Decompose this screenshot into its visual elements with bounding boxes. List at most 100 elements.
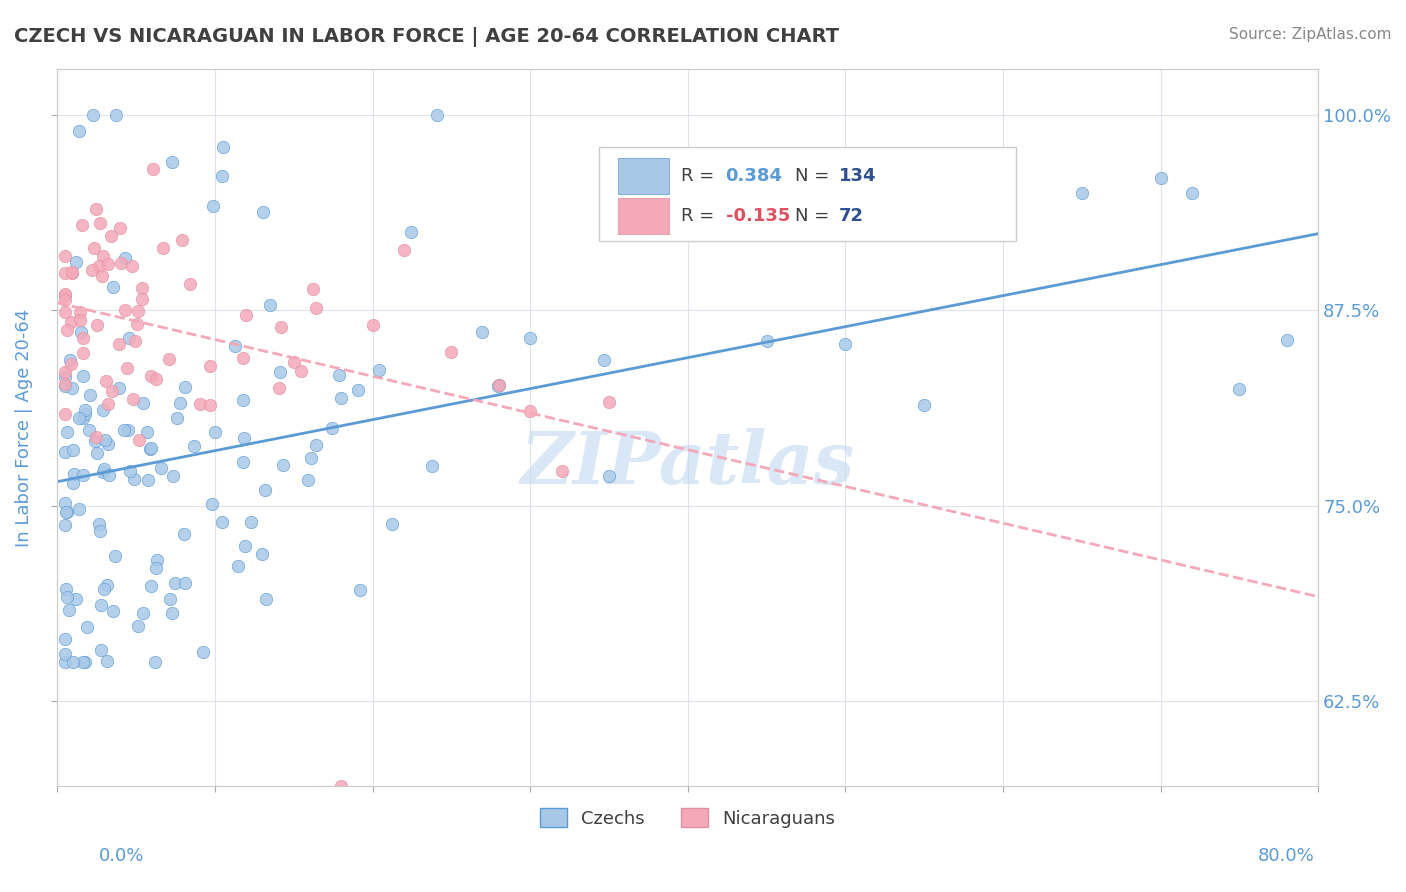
Point bbox=[420, 459, 443, 474]
Point bbox=[254, 591, 277, 606]
Point bbox=[89, 524, 111, 539]
Point bbox=[283, 355, 305, 369]
Point bbox=[75, 402, 97, 417]
Point bbox=[55, 407, 77, 421]
Point bbox=[550, 464, 572, 478]
Point bbox=[90, 643, 112, 657]
Point bbox=[62, 467, 84, 481]
Point bbox=[131, 281, 153, 295]
Point bbox=[67, 124, 90, 138]
Point bbox=[321, 420, 343, 434]
Point bbox=[471, 326, 494, 340]
Point bbox=[1070, 186, 1092, 201]
Point bbox=[117, 331, 139, 345]
Point bbox=[84, 434, 107, 448]
Point bbox=[250, 547, 273, 561]
Point bbox=[59, 315, 82, 329]
Point bbox=[101, 280, 124, 294]
Point bbox=[232, 393, 254, 408]
Point bbox=[145, 561, 167, 575]
Point bbox=[105, 108, 128, 122]
Point bbox=[87, 517, 110, 532]
Point bbox=[592, 353, 614, 368]
Point bbox=[96, 654, 118, 668]
Point bbox=[69, 411, 91, 425]
Point bbox=[211, 169, 233, 183]
Point bbox=[392, 243, 415, 257]
Point bbox=[139, 441, 162, 455]
Point bbox=[174, 379, 197, 393]
Point bbox=[97, 257, 120, 271]
Point bbox=[235, 539, 257, 553]
Text: ZIPatlas: ZIPatlas bbox=[520, 428, 855, 499]
Point bbox=[53, 370, 76, 384]
Point bbox=[100, 228, 122, 243]
Point bbox=[349, 582, 371, 597]
Point bbox=[162, 155, 184, 169]
Point bbox=[53, 655, 76, 669]
Point bbox=[240, 515, 263, 529]
Point bbox=[114, 303, 136, 318]
Point bbox=[84, 202, 107, 216]
Point bbox=[330, 391, 353, 405]
Point bbox=[60, 266, 83, 280]
Point bbox=[269, 365, 291, 379]
Point bbox=[77, 423, 100, 437]
Point bbox=[60, 265, 83, 279]
Point bbox=[114, 251, 136, 265]
Point bbox=[55, 505, 77, 519]
Point bbox=[65, 255, 87, 269]
Point bbox=[127, 618, 149, 632]
Point bbox=[1149, 170, 1171, 185]
Point bbox=[598, 469, 620, 483]
Point bbox=[56, 323, 79, 337]
Point bbox=[121, 259, 143, 273]
Point bbox=[139, 579, 162, 593]
Point bbox=[138, 473, 160, 487]
Point bbox=[87, 259, 110, 273]
Point bbox=[160, 606, 183, 620]
Point bbox=[165, 575, 187, 590]
Point bbox=[73, 407, 96, 421]
Point bbox=[56, 505, 79, 519]
Point bbox=[53, 365, 76, 379]
Point bbox=[226, 559, 249, 574]
Point bbox=[486, 379, 509, 393]
Point bbox=[232, 455, 254, 469]
Point bbox=[79, 388, 101, 402]
Point bbox=[93, 582, 115, 596]
Point bbox=[89, 216, 111, 230]
Text: 0.384: 0.384 bbox=[725, 167, 783, 186]
Text: -0.135: -0.135 bbox=[725, 207, 790, 225]
Point bbox=[120, 464, 142, 478]
Point bbox=[440, 344, 463, 359]
Point bbox=[254, 483, 277, 498]
Point bbox=[93, 462, 115, 476]
Point bbox=[212, 139, 235, 153]
Point bbox=[53, 632, 76, 647]
Point bbox=[598, 394, 620, 409]
Point bbox=[53, 266, 76, 280]
Point bbox=[53, 495, 76, 509]
Point bbox=[53, 293, 76, 308]
Point bbox=[135, 425, 157, 439]
Point bbox=[70, 218, 93, 232]
Point bbox=[121, 392, 143, 407]
Text: 134: 134 bbox=[839, 167, 876, 186]
Point bbox=[142, 162, 165, 177]
Legend: Czechs, Nicaraguans: Czechs, Nicaraguans bbox=[533, 801, 842, 835]
Point bbox=[72, 655, 94, 669]
Point bbox=[53, 288, 76, 302]
Point bbox=[53, 648, 76, 662]
Point bbox=[1275, 333, 1298, 347]
Point bbox=[72, 468, 94, 483]
Point bbox=[271, 458, 294, 472]
Point bbox=[70, 325, 93, 339]
Text: Source: ZipAtlas.com: Source: ZipAtlas.com bbox=[1229, 27, 1392, 42]
Point bbox=[330, 780, 353, 794]
Point bbox=[183, 439, 205, 453]
Point bbox=[132, 607, 155, 621]
Point bbox=[115, 361, 138, 376]
Point bbox=[72, 368, 94, 383]
Point bbox=[117, 423, 139, 437]
